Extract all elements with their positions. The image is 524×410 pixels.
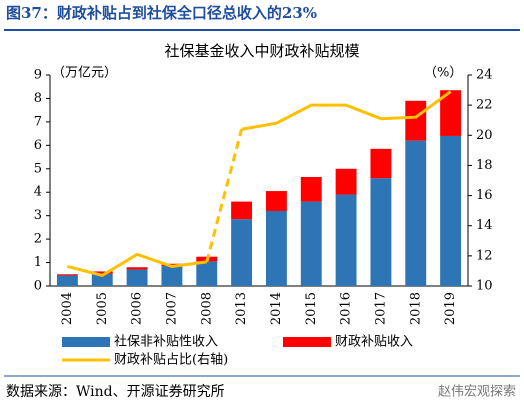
x-tick-label: 2004 <box>60 292 75 325</box>
y2-tick-label: 10 <box>476 279 493 294</box>
line <box>241 90 452 131</box>
bar <box>335 194 357 286</box>
y-tick-label: 4 <box>34 185 42 200</box>
y2-tick-label: 12 <box>476 248 493 263</box>
x-tick-label: 2007 <box>164 292 179 325</box>
y-tick-label: 2 <box>34 232 42 247</box>
y-tick-label: 1 <box>34 255 42 270</box>
x-tick-label: 2017 <box>373 292 388 325</box>
bar <box>300 201 322 286</box>
watermark: 赵伟宏观探索 <box>438 385 516 400</box>
x-tick-label: 2006 <box>130 292 145 325</box>
bar <box>161 266 183 286</box>
x-tick-label: 2016 <box>339 292 354 325</box>
y-tick-label: 6 <box>34 138 42 153</box>
y2-axis-label: （%） <box>424 66 462 81</box>
y2-tick-label: 16 <box>476 188 493 203</box>
legend-label: 财政补贴占比(右轴) <box>114 353 228 368</box>
y2-tick-label: 22 <box>476 98 493 113</box>
x-tick-label: 2014 <box>269 292 284 325</box>
legend-swatch <box>62 337 110 347</box>
bar <box>126 267 148 270</box>
bar <box>126 269 148 286</box>
legend-label: 社保非补贴性收入 <box>114 334 218 350</box>
chart-title: 社保基金收入中财政补贴规模 <box>164 42 359 60</box>
bar <box>56 274 78 276</box>
x-tick-label: 2015 <box>304 292 319 325</box>
x-tick-label: 2008 <box>199 292 214 325</box>
bar <box>335 168 357 195</box>
bar <box>300 176 322 202</box>
bar <box>370 178 392 286</box>
bar <box>91 271 113 274</box>
bar <box>196 261 218 286</box>
x-tick-label: 2018 <box>408 292 423 325</box>
bar <box>440 90 462 136</box>
x-tick-label: 2005 <box>95 292 110 325</box>
y-tick-label: 3 <box>34 208 42 223</box>
x-tick-label: 2013 <box>234 292 249 325</box>
line <box>205 128 244 263</box>
bar <box>440 135 462 286</box>
bar <box>91 273 113 286</box>
y-tick-label: 5 <box>34 161 42 176</box>
bar <box>405 140 427 286</box>
y-axis-label: （万亿元） <box>52 66 117 81</box>
line <box>67 252 207 278</box>
x-tick-label: 2019 <box>443 292 458 325</box>
source: 数据来源：Wind、开源证券研究所 <box>6 384 225 400</box>
bar <box>370 148 392 179</box>
bar <box>405 100 427 141</box>
y2-tick-label: 24 <box>476 68 493 83</box>
y-tick-label: 7 <box>34 114 42 129</box>
bar <box>56 275 78 286</box>
bar <box>231 219 253 286</box>
bar <box>265 191 287 211</box>
header-title: 图37：财政补贴占到社保全口径总收入的23% <box>6 4 317 22</box>
legend-swatch <box>283 337 331 347</box>
y-tick-label: 0 <box>34 279 42 294</box>
y2-tick-label: 14 <box>476 218 493 233</box>
y2-tick-label: 20 <box>476 128 493 143</box>
bar <box>231 201 253 220</box>
legend-label: 财政补贴收入 <box>335 335 413 350</box>
y-tick-label: 9 <box>34 68 42 83</box>
bar <box>265 210 287 286</box>
y2-tick-label: 18 <box>476 158 493 173</box>
y-tick-label: 8 <box>34 91 42 106</box>
